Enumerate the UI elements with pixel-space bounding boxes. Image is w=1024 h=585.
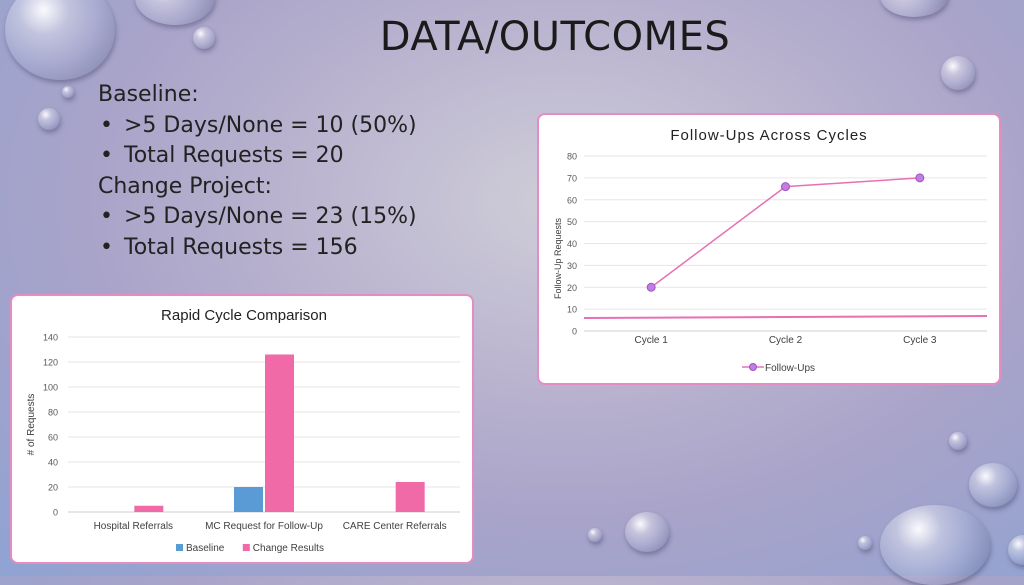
legend-swatch (176, 544, 183, 551)
x-tick-label: Cycle 1 (634, 335, 668, 346)
change-item: >5 Days/None = 23 (15%) (98, 202, 417, 233)
y-tick-label: 60 (48, 433, 58, 443)
droplet-decoration (941, 56, 975, 90)
y-tick-label: 40 (567, 239, 577, 249)
legend-marker (749, 363, 757, 371)
y-tick-label: 20 (48, 483, 58, 493)
legend-label: Change Results (253, 543, 324, 554)
bar-change-results (134, 505, 164, 512)
legend-swatch (242, 544, 250, 551)
series-line (650, 177, 920, 288)
y-tick-label: 40 (48, 458, 58, 468)
droplet-decoration (38, 108, 60, 130)
bar-chart: Rapid Cycle Comparison 0 20 40 60 80 100 120 140… (26, 307, 460, 554)
y-tick-label: 70 (567, 173, 577, 183)
x-tick-label: Cycle 2 (769, 335, 803, 346)
baseline-accent-line (583, 315, 988, 319)
x-tick-label: MC Request for Follow-Up (205, 521, 323, 532)
baseline-heading: Baseline: (98, 82, 199, 107)
droplet-decoration (949, 432, 967, 450)
y-tick-label: 10 (567, 305, 577, 315)
slide-title: DATA/OUTCOMES (379, 14, 731, 60)
y-tick-label: 100 (43, 383, 58, 393)
data-point (915, 173, 925, 183)
y-axis-label: # of Requests (26, 394, 37, 456)
change-heading: Change Project: (98, 173, 272, 199)
baseline-item: >5 Days/None = 10 (50%) (98, 111, 417, 142)
y-tick-label: 140 (43, 333, 58, 343)
y-tick-label: 60 (567, 195, 577, 205)
bar-baseline (234, 487, 263, 512)
y-axis-label: Follow-Up Requests (553, 217, 563, 299)
y-tick-label: 30 (567, 261, 577, 271)
x-tick-label: CARE Center Referrals (343, 521, 447, 532)
legend-label: Follow-Ups (765, 363, 815, 374)
droplet-decoration (880, 505, 990, 585)
droplet-decoration (858, 536, 872, 550)
droplet-decoration (193, 27, 215, 49)
droplet-decoration (5, 0, 115, 80)
y-tick-label: 80 (567, 152, 577, 162)
bar-change-results (395, 482, 425, 512)
x-tick-label: Hospital Referrals (94, 521, 173, 532)
bar-change-results (265, 354, 294, 512)
change-item: Total Requests = 156 (98, 233, 417, 264)
legend-label: Baseline (186, 543, 225, 554)
droplet-decoration (1008, 535, 1024, 565)
y-tick-label: 120 (43, 358, 58, 368)
y-tick-label: 50 (567, 217, 577, 227)
droplet-decoration (62, 86, 74, 98)
y-tick-label: 80 (48, 408, 58, 418)
droplet-decoration (588, 528, 602, 542)
summary-text: Baseline: >5 Days/None = 10 (50%) Total … (98, 80, 417, 263)
baseline-item: Total Requests = 20 (98, 141, 417, 172)
line-chart: Follow-Ups Across Cycles 0 10 20 30 40 50 60 70 8… (553, 127, 988, 374)
data-point (646, 282, 656, 292)
droplet-decoration (969, 463, 1017, 507)
line-chart-card: Follow-Ups Across Cycles 0 10 20 30 40 50 60 70 8… (537, 113, 1001, 385)
chart-title: Rapid Cycle Comparison (161, 307, 327, 324)
chart-title: Follow-Ups Across Cycles (670, 127, 867, 144)
droplet-decoration (880, 0, 948, 17)
droplet-decoration (625, 512, 669, 552)
data-point (781, 182, 790, 192)
x-tick-label: Cycle 3 (903, 335, 937, 346)
y-tick-label: 0 (572, 327, 577, 337)
y-tick-label: 20 (567, 283, 577, 293)
bar-chart-card: Rapid Cycle Comparison 0 20 40 60 80 100 120 140… (10, 294, 474, 564)
y-tick-label: 0 (53, 508, 58, 518)
